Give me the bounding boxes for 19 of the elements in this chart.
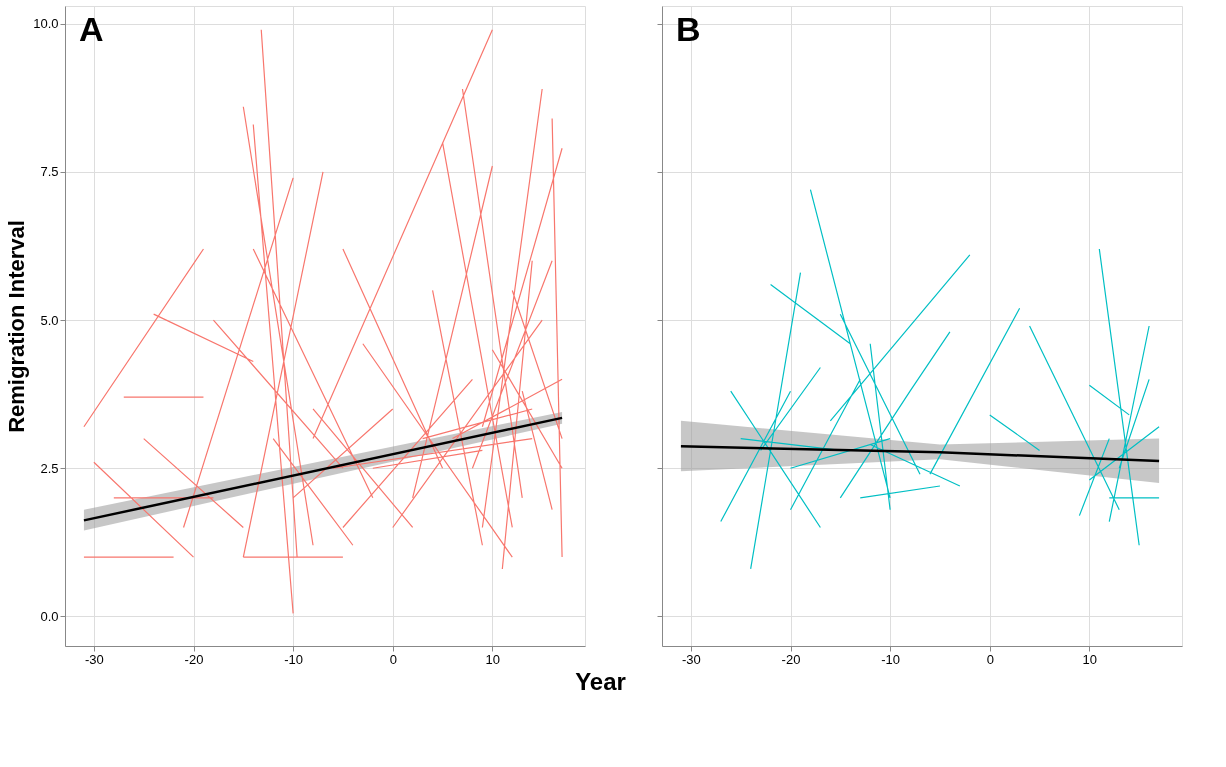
x-tick-label: 10	[1082, 651, 1098, 667]
chart-title: B	[676, 10, 701, 48]
y-axis-title: Remigration Interval	[4, 220, 30, 433]
x-tick-label: 0	[389, 651, 397, 667]
x-tick-label: -20	[781, 651, 801, 667]
y-tick-label: 2.5	[40, 460, 59, 476]
x-tick-label: 0	[986, 651, 994, 667]
y-tick-label: 5.0	[40, 312, 59, 328]
x-tick-label: -10	[881, 651, 901, 667]
y-tick-label: 7.5	[40, 164, 59, 180]
chart-title: A	[79, 10, 104, 48]
x-tick-label: -30	[681, 651, 701, 667]
y-tick-label: 0.0	[40, 608, 59, 624]
x-tick-label: -30	[84, 651, 104, 667]
x-tick-label: -20	[184, 651, 204, 667]
x-tick-label: -10	[284, 651, 304, 667]
x-axis-title: Year	[575, 667, 626, 695]
x-tick-label: 10	[485, 651, 501, 667]
y-tick-label: 10.0	[33, 16, 59, 32]
